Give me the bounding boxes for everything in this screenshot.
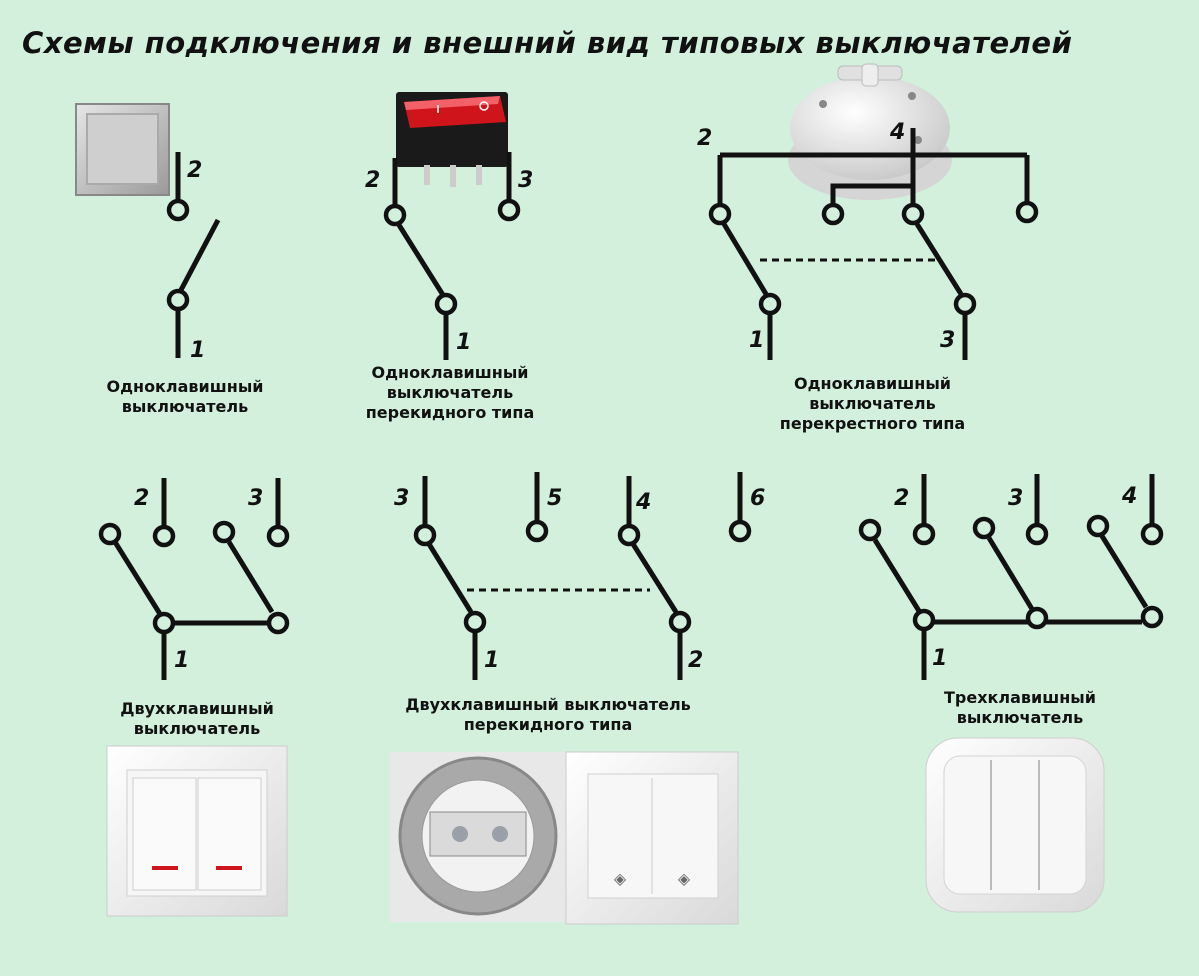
caption-double-switch: Двухклавишный выключатель (120, 699, 274, 738)
terminal-label: 1 (749, 328, 765, 353)
terminal-label: 5 (547, 486, 563, 511)
single-switch-photo (75, 103, 170, 196)
terminal-label: 2 (688, 648, 704, 673)
double-changeover-photo: ◈ ◈ (390, 751, 739, 925)
terminal-label: 2 (894, 486, 910, 511)
terminal-label: 3 (1008, 486, 1024, 511)
terminal-label: 4 (636, 490, 652, 515)
caption-single-changeover: Одноклавишный выключатель перекидного типа (365, 363, 535, 422)
triple-switch-photo (925, 737, 1105, 913)
terminal-label: 2 (697, 126, 713, 151)
double-switch-photo (106, 745, 288, 917)
caption-single-switch: Одноклавишный выключатель (106, 377, 264, 416)
terminal-label: 3 (248, 486, 264, 511)
svg-text:◈: ◈ (614, 869, 627, 888)
caption-single-cross: Одноклавишный выключатель перекрестного ти… (779, 374, 966, 433)
terminal-label: 4 (890, 120, 906, 145)
rotary-switch-photo (788, 63, 952, 200)
dashed-links (467, 258, 937, 592)
caption-triple-switch: Трехклавишный выключатель (944, 688, 1096, 727)
terminals (98, 198, 1164, 635)
terminal-label: 1 (190, 338, 206, 363)
terminal-label: 3 (518, 168, 534, 193)
terminal-label: 2 (365, 168, 381, 193)
terminal-label: 2 (187, 158, 203, 183)
svg-text:◈: ◈ (678, 869, 691, 888)
terminal-label: 1 (456, 330, 472, 355)
page-title: Схемы подключения и внешний вид типовых … (22, 26, 1073, 60)
terminal-label: 6 (750, 486, 766, 511)
caption-double-changeover: Двухклавишный выключатель перекидного тип… (405, 695, 691, 734)
terminal-label: 3 (940, 328, 956, 353)
terminal-label: 3 (394, 486, 410, 511)
terminal-label: 1 (174, 648, 190, 673)
terminal-label: 1 (484, 648, 500, 673)
rocker-switch-photo (396, 92, 508, 187)
terminal-label: 2 (134, 486, 150, 511)
terminal-label: 1 (932, 646, 948, 671)
terminal-label: 4 (1122, 484, 1138, 509)
wiring (112, 128, 1155, 680)
